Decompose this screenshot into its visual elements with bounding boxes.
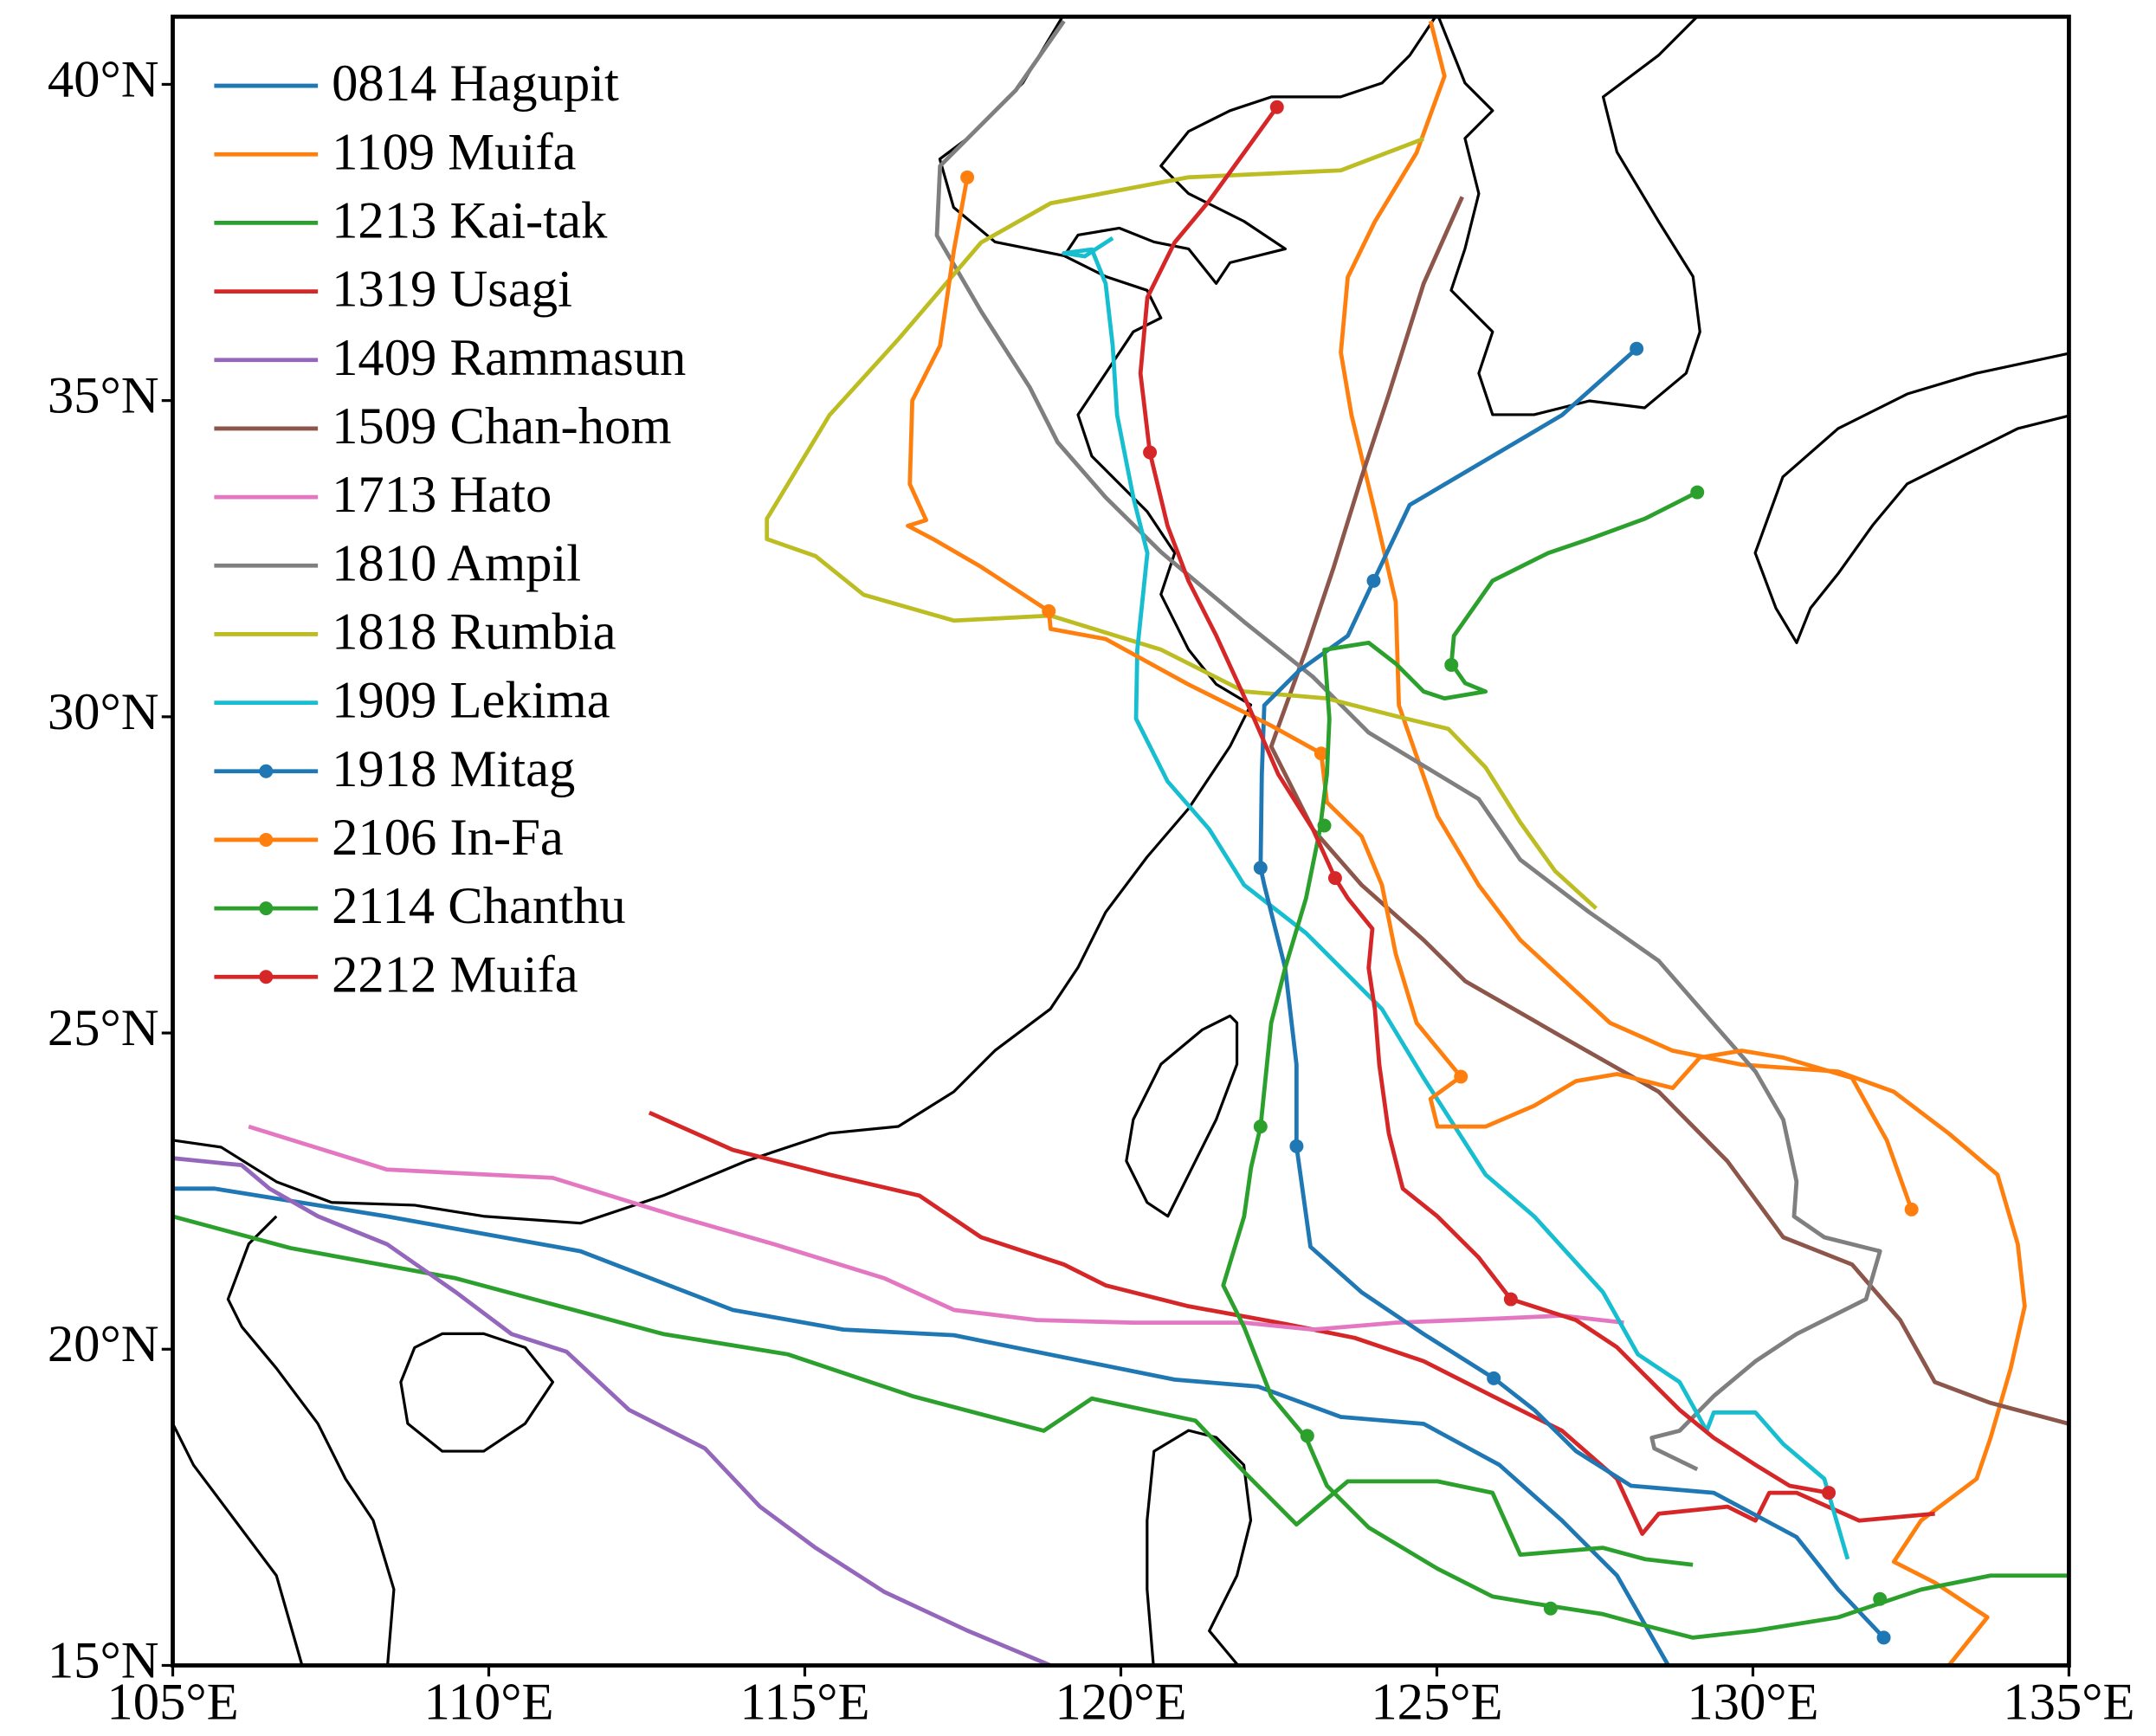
track-marker <box>1454 1069 1469 1084</box>
legend-label: 1810 Ampil <box>332 534 581 592</box>
track-line <box>906 177 1914 1210</box>
track-marker <box>1630 341 1644 356</box>
track-marker <box>1904 1202 1919 1216</box>
legend-label: 2114 Chanthu <box>332 877 626 935</box>
x-tick-label: 120°E <box>1055 1673 1186 1731</box>
coastline-korea <box>1436 16 1701 416</box>
legend-label: 1319 Usagi <box>332 261 572 319</box>
track-line <box>934 20 1882 1472</box>
legend-label: 1109 Muifa <box>332 123 576 181</box>
track-marker <box>1042 603 1056 618</box>
track-marker <box>1366 573 1381 588</box>
legend-label: 1409 Rammasun <box>332 329 686 387</box>
tracks <box>172 20 2069 1666</box>
x-tick-label: 130°E <box>1687 1673 1818 1731</box>
track-marker <box>1873 1591 1888 1606</box>
legend-label: 1909 Lekima <box>332 672 610 730</box>
track-line <box>1339 20 2027 1666</box>
track-marker <box>1314 746 1328 761</box>
y-tick-label: 35°N <box>48 367 159 425</box>
legend-marker <box>259 832 274 847</box>
track-marker <box>1543 1601 1558 1616</box>
legend-label: 1818 Rumbia <box>332 603 616 661</box>
legend-label: 0814 Hagupit <box>332 55 619 113</box>
track-line <box>1138 106 1830 1495</box>
legend-marker <box>259 764 274 778</box>
y-tick-label: 40°N <box>48 50 159 108</box>
x-tick-label: 105°E <box>107 1673 238 1731</box>
track-line <box>172 1186 1670 1666</box>
track-marker <box>1317 818 1332 833</box>
track-marker <box>1143 445 1158 460</box>
x-tick-label: 115°E <box>739 1673 869 1731</box>
track-line <box>1258 346 1886 1640</box>
track-marker <box>960 170 975 184</box>
y-tick-label: 15°N <box>48 1631 159 1689</box>
legend-label: 1213 Kai-tak <box>332 192 608 250</box>
track-marker <box>1327 871 1342 886</box>
coastline-japan <box>1753 352 2069 644</box>
track-marker <box>1444 657 1459 672</box>
track-marker <box>1487 1371 1501 1385</box>
y-tick-label: 25°N <box>48 999 159 1057</box>
track-marker <box>1503 1292 1518 1307</box>
track-line <box>248 1124 1624 1333</box>
legend-marker <box>259 970 274 984</box>
legend-marker <box>259 901 274 916</box>
legend-label: 2106 In-Fa <box>332 809 564 867</box>
coastline-hainan <box>399 1332 555 1453</box>
track-line <box>172 1214 1694 1567</box>
track-line <box>648 1110 1935 1536</box>
track-line <box>1221 490 2069 1640</box>
x-tick-label: 110°E <box>423 1673 553 1731</box>
track-line <box>172 1156 1052 1666</box>
legend-label: 2212 Muifa <box>332 945 578 1004</box>
track-line <box>1268 196 2069 1426</box>
legend-label: 1713 Hato <box>332 466 552 524</box>
coastline-vietnam <box>226 1215 396 1666</box>
track-marker <box>1253 1120 1268 1134</box>
x-tick-label: 135°E <box>2003 1673 2134 1731</box>
track-line <box>765 136 1598 910</box>
track-marker <box>1289 1139 1304 1153</box>
track-marker <box>1253 861 1268 875</box>
track-marker <box>1822 1486 1836 1500</box>
track-marker <box>1876 1630 1891 1645</box>
coastline-taiwan <box>1125 1014 1239 1218</box>
legend-label: 1509 Chan-hom <box>332 397 671 455</box>
track-marker <box>1300 1429 1314 1443</box>
x-tick-label: 125°E <box>1371 1673 1502 1731</box>
track-marker <box>1269 100 1284 114</box>
y-tick-label: 30°N <box>48 683 159 741</box>
track-line <box>1062 236 1850 1560</box>
legend-label: 1918 Mitag <box>332 740 575 798</box>
y-tick-label: 20°N <box>48 1315 159 1373</box>
coastline-luzon <box>1146 1429 1253 1666</box>
track-marker <box>1690 485 1705 500</box>
coastline-indochina <box>172 1423 304 1666</box>
